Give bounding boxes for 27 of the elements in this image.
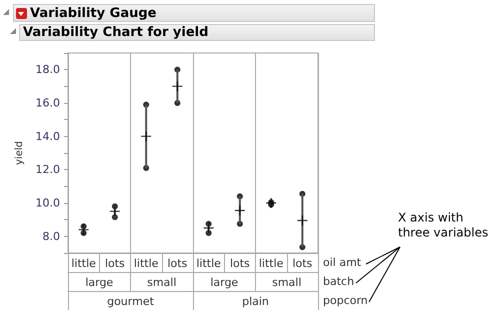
x-tick-label: little [71, 257, 96, 270]
y-tick-label: 14.0 [36, 130, 60, 143]
y-axis-title: yield [14, 141, 26, 165]
x-tick-label: lots [104, 257, 126, 270]
x-tick-label: little [258, 257, 284, 270]
chart-subtitle: Variability Chart for yield [19, 24, 375, 41]
text: large [210, 276, 238, 289]
y-tick-label: 8.0 [42, 230, 60, 243]
x-tick-label: little [134, 257, 159, 270]
text: X axis with three variables [398, 210, 488, 240]
text: small [147, 276, 176, 289]
text: large [85, 276, 114, 289]
y-tick-label: 16.0 [36, 96, 60, 110]
text: batch [323, 275, 354, 288]
text: gourmet [107, 295, 155, 308]
text: small [272, 276, 302, 289]
x-tick-label: little [196, 257, 222, 270]
y-tick-label: 12.0 [36, 163, 60, 176]
text: plain [242, 295, 269, 308]
y-tick-label: 10.0 [36, 196, 60, 210]
text: popcorn [323, 294, 368, 307]
y-tick-label: 18.0 [36, 63, 60, 76]
x-tick-label: lots [167, 257, 188, 270]
text: oil amt [323, 256, 362, 269]
x-tick-label: lots [230, 257, 250, 270]
chart-title: Variability Gauge [30, 6, 156, 20]
x-tick-label: lots [292, 257, 313, 270]
